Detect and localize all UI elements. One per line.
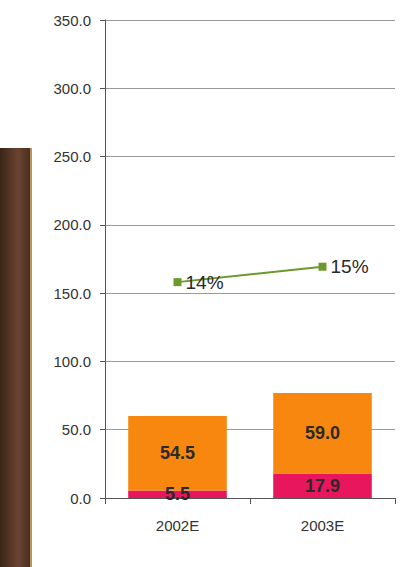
svg-text:100.0: 100.0: [53, 353, 91, 370]
svg-text:50.0: 50.0: [62, 421, 91, 438]
svg-text:59.0: 59.0: [305, 423, 340, 443]
svg-text:54.5: 54.5: [160, 443, 195, 463]
svg-text:2002E: 2002E: [156, 517, 199, 534]
svg-text:350.0: 350.0: [53, 12, 91, 29]
svg-text:300.0: 300.0: [53, 80, 91, 97]
svg-text:150.0: 150.0: [53, 285, 91, 302]
svg-text:17.9: 17.9: [305, 476, 340, 496]
svg-text:250.0: 250.0: [53, 148, 91, 165]
svg-text:2003E: 2003E: [301, 517, 344, 534]
svg-text:14%: 14%: [186, 272, 224, 293]
svg-text:15%: 15%: [331, 256, 369, 277]
svg-text:200.0: 200.0: [53, 216, 91, 233]
svg-text:0.0: 0.0: [70, 490, 91, 507]
svg-text:5.5: 5.5: [165, 484, 190, 504]
